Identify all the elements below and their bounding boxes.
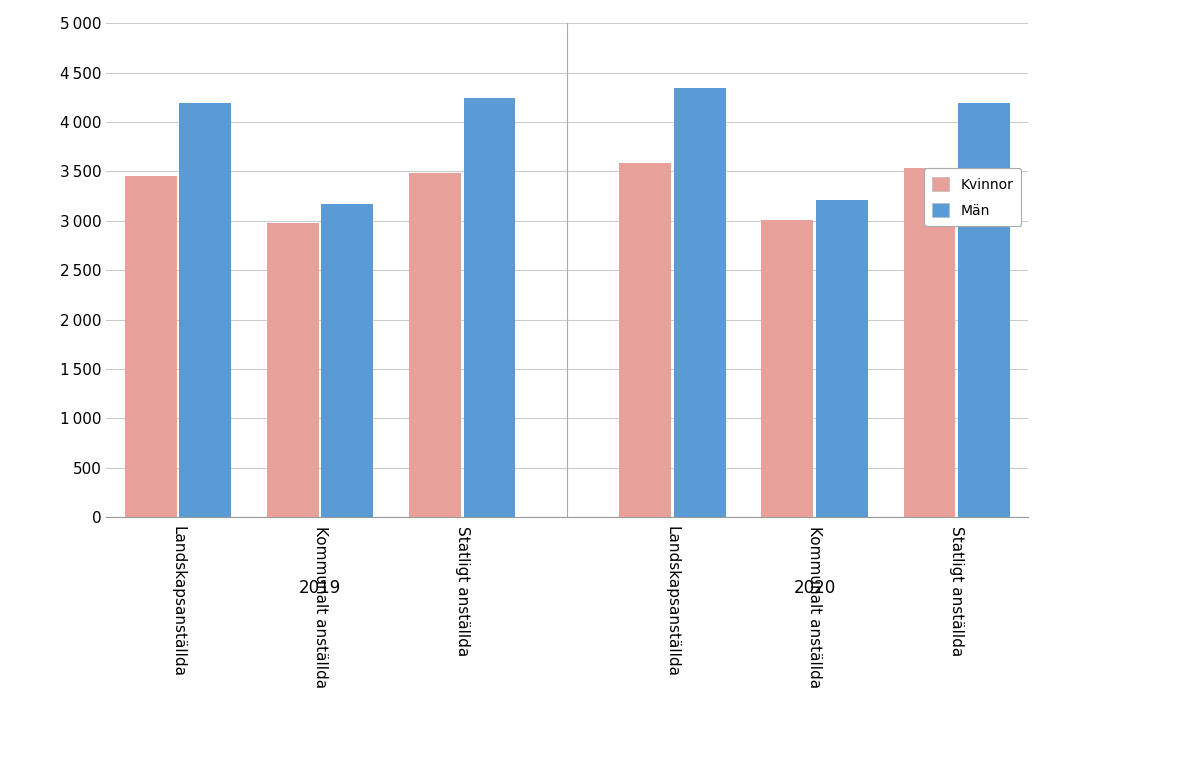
Bar: [409, 174, 461, 517]
Bar: [816, 200, 868, 517]
Bar: [322, 204, 374, 517]
Bar: [180, 103, 232, 517]
Bar: [267, 223, 319, 517]
Text: 2020: 2020: [793, 578, 836, 597]
Bar: [761, 220, 813, 517]
Bar: [463, 98, 515, 517]
Bar: [619, 164, 671, 517]
Bar: [903, 168, 955, 517]
Bar: [125, 176, 177, 517]
Text: 2019: 2019: [299, 578, 342, 597]
Bar: [957, 103, 1009, 517]
Legend: Kvinnor, Män: Kvinnor, Män: [924, 168, 1021, 226]
Bar: [674, 88, 726, 517]
